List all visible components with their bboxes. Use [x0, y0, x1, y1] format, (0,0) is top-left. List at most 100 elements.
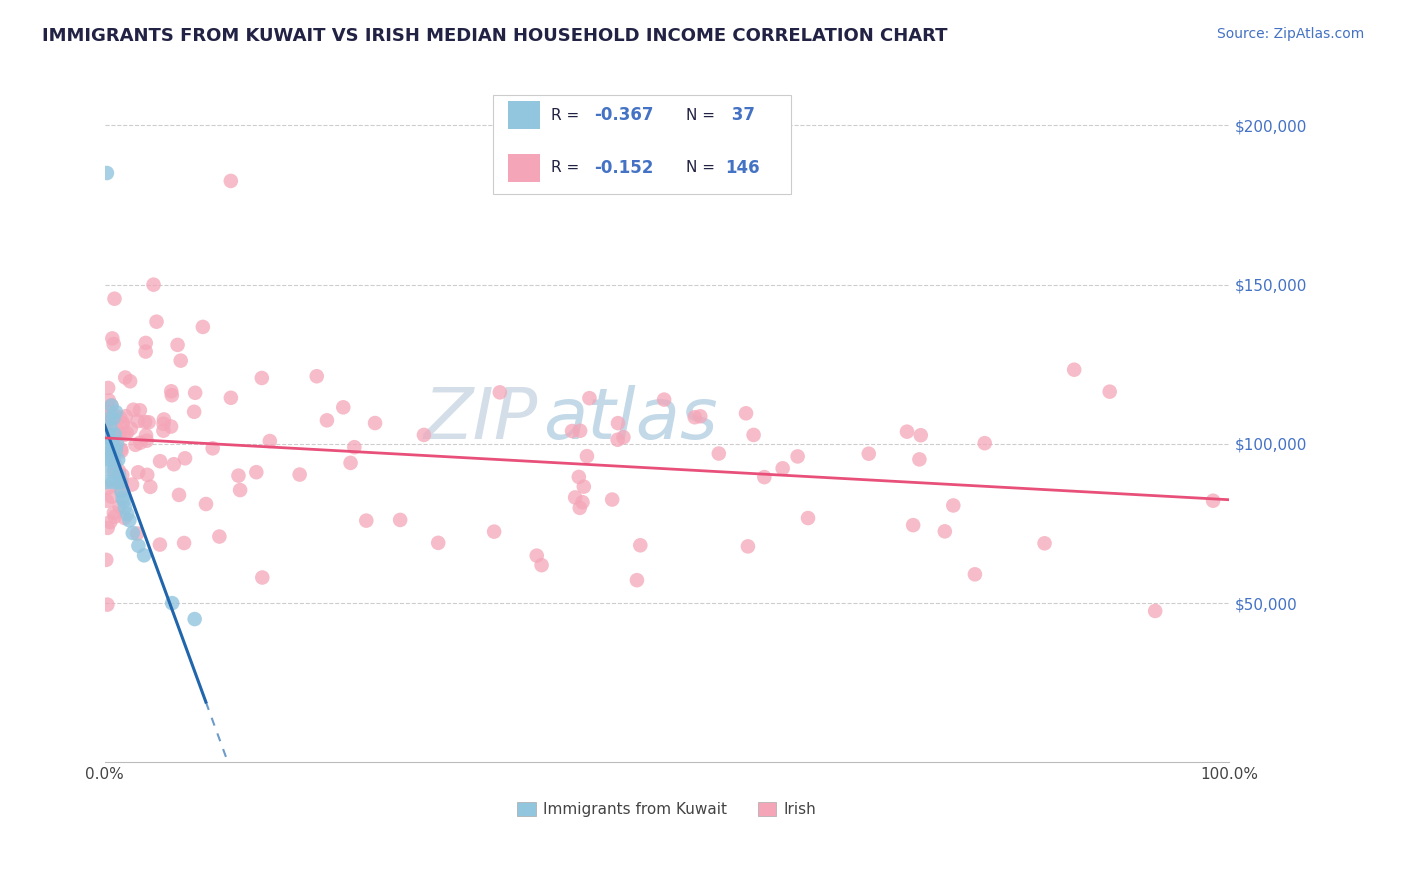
Point [572, 480, 595, 494]
Point [108, 464, 131, 478]
Point [578, 391, 600, 405]
Point [910, 428, 932, 442]
Point [110, 442, 132, 457]
Point [114, 370, 136, 384]
Point [195, 497, 218, 511]
Point [135, 335, 157, 350]
Point [97, 430, 120, 444]
Point [138, 415, 160, 429]
Point [568, 500, 591, 515]
Point [288, 467, 311, 482]
Point [100, 490, 122, 504]
Point [707, 446, 730, 460]
FancyBboxPatch shape [492, 95, 790, 194]
Point [110, 484, 132, 499]
Point [96, 166, 118, 180]
Text: R =: R = [551, 161, 585, 176]
Point [607, 416, 630, 430]
Point [737, 540, 759, 554]
Point [343, 440, 366, 454]
Point [101, 437, 124, 451]
Point [112, 494, 135, 508]
Point [97, 381, 120, 395]
Point [139, 480, 162, 494]
Point [170, 353, 193, 368]
Point [896, 425, 918, 439]
Point [120, 374, 142, 388]
Point [94, 416, 117, 430]
Point [1033, 536, 1056, 550]
Point [111, 417, 134, 432]
Point [561, 424, 583, 438]
Point [104, 427, 127, 442]
Point [98, 462, 121, 476]
Point [103, 464, 125, 478]
Point [858, 447, 880, 461]
Point [107, 427, 129, 442]
Point [121, 526, 143, 541]
Point [942, 499, 965, 513]
Point [104, 462, 127, 476]
Point [114, 409, 136, 424]
Point [145, 315, 167, 329]
Point [153, 412, 176, 426]
Point [136, 467, 159, 482]
Point [1098, 384, 1121, 399]
Point [135, 344, 157, 359]
Point [142, 277, 165, 292]
Point [127, 465, 149, 479]
Point [612, 430, 634, 444]
Point [101, 446, 124, 460]
Point [97, 393, 120, 408]
Point [111, 491, 134, 505]
Point [652, 392, 675, 407]
Point [104, 405, 127, 419]
Point [110, 444, 132, 458]
Point [120, 421, 142, 435]
Point [252, 570, 274, 584]
Point [339, 456, 361, 470]
Point [103, 411, 125, 425]
Point [98, 421, 121, 435]
Point [934, 524, 956, 539]
Point [183, 405, 205, 419]
Point [600, 492, 623, 507]
Point [108, 410, 131, 425]
Point [97, 521, 120, 535]
Point [316, 413, 339, 427]
Point [689, 409, 711, 424]
Point [149, 454, 172, 468]
Point [575, 449, 598, 463]
Point [797, 511, 820, 525]
Point [160, 384, 183, 399]
Point [107, 452, 129, 467]
Point [98, 452, 121, 467]
Point [94, 437, 117, 451]
Point [96, 553, 118, 567]
Point [526, 549, 548, 563]
Point [114, 500, 136, 515]
Point [160, 419, 183, 434]
Point [105, 475, 128, 489]
Point [482, 524, 505, 539]
Text: N =: N = [686, 161, 720, 176]
Point [100, 399, 122, 413]
Point [122, 402, 145, 417]
Point [201, 442, 224, 456]
Point [101, 434, 124, 448]
Point [173, 536, 195, 550]
Text: 146: 146 [725, 159, 761, 177]
Point [389, 513, 412, 527]
Point [1063, 362, 1085, 376]
Point [229, 483, 252, 497]
Point [111, 468, 134, 483]
Text: N =: N = [686, 108, 720, 122]
Point [606, 433, 628, 447]
Point [104, 509, 127, 524]
Text: -0.152: -0.152 [593, 159, 654, 177]
Point [128, 403, 150, 417]
Point [100, 398, 122, 412]
Point [568, 470, 591, 484]
Point [183, 612, 205, 626]
Point [129, 435, 152, 450]
